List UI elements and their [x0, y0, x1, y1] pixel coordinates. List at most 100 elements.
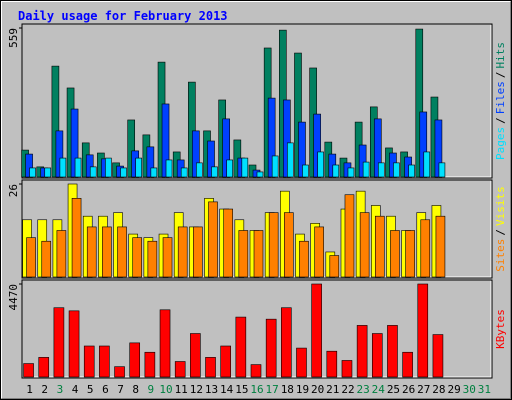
legend-entry: Hits: [494, 42, 507, 69]
bar: [294, 52, 302, 178]
bar: [162, 237, 173, 278]
y-tick-label: 559: [7, 28, 20, 48]
bar: [435, 215, 446, 278]
x-tick-label: 13: [205, 383, 218, 396]
bar: [89, 166, 97, 178]
bar: [211, 166, 218, 178]
bar: [415, 28, 424, 178]
bar: [284, 212, 294, 278]
x-tick-label: 19: [296, 383, 309, 396]
bar: [332, 164, 340, 178]
legend: Sites / Visits: [494, 186, 507, 272]
bar: [223, 208, 233, 278]
bar: [302, 164, 309, 178]
bar: [59, 157, 67, 178]
bar: [377, 162, 385, 178]
x-tick-label: 29: [447, 383, 460, 396]
x-tick-label: 10: [159, 383, 172, 396]
bar: [56, 230, 67, 278]
x-tick-label: 6: [102, 383, 109, 396]
legend-entry: Sites: [494, 239, 507, 272]
bar: [208, 201, 218, 278]
bar: [235, 316, 247, 378]
legend-entry: Visits: [494, 186, 507, 226]
x-tick-label: 8: [132, 383, 139, 396]
bar: [326, 350, 338, 378]
bar: [283, 99, 291, 178]
bar: [296, 347, 307, 378]
bar: [405, 230, 415, 278]
bar: [299, 240, 309, 278]
bar: [68, 310, 80, 378]
bar: [44, 167, 52, 178]
bar: [432, 334, 444, 378]
bar: [253, 230, 264, 278]
x-tick-label: 23: [357, 383, 370, 396]
bar: [356, 325, 368, 378]
x-tick-label: 12: [190, 383, 203, 396]
legend-entry: Pages: [494, 127, 507, 160]
bar: [313, 113, 321, 178]
bar: [190, 333, 201, 378]
x-tick-label: 22: [341, 383, 354, 396]
bar: [329, 255, 340, 278]
x-tick-label: 30: [463, 383, 476, 396]
bar: [150, 167, 158, 178]
bar: [29, 167, 36, 178]
y-tick-label: 26: [7, 184, 20, 197]
bar: [420, 219, 431, 278]
bar: [193, 226, 203, 278]
x-tick-label: 31: [478, 383, 491, 396]
bar: [222, 118, 230, 178]
legend-separator: /: [494, 229, 507, 236]
bar: [371, 333, 383, 378]
legend-entry: Files: [494, 81, 507, 114]
bar: [135, 157, 143, 178]
bar: [287, 142, 294, 178]
bar: [314, 226, 324, 278]
x-tick-label: 5: [87, 383, 94, 396]
bar: [71, 198, 82, 278]
bar: [267, 97, 276, 178]
legend: Pages / Files / Hits: [494, 42, 507, 160]
bar: [117, 226, 127, 278]
bar: [281, 307, 292, 378]
bar: [341, 360, 353, 378]
bar: [417, 283, 429, 378]
bar: [74, 157, 82, 178]
bar: [373, 118, 382, 178]
x-tick-label: 20: [311, 383, 324, 396]
bar: [86, 226, 97, 278]
bar: [374, 215, 385, 278]
bar: [55, 130, 64, 178]
bar: [359, 212, 370, 278]
x-tick-label: 16: [250, 383, 263, 396]
bar: [347, 167, 355, 178]
bar: [26, 237, 36, 278]
x-tick-label: 2: [41, 383, 48, 396]
bar: [51, 65, 60, 178]
bar: [144, 351, 156, 378]
bar: [271, 155, 279, 178]
x-tick-label: 28: [432, 383, 445, 396]
x-tick-label: 7: [117, 383, 124, 396]
bar: [38, 357, 50, 378]
bar: [419, 111, 428, 178]
x-tick-label: 4: [72, 383, 79, 396]
legend: KBytes: [494, 309, 507, 349]
x-tick-label: 25: [387, 383, 400, 396]
x-tick-label: 9: [148, 383, 155, 396]
x-tick-label: 24: [372, 383, 386, 396]
bar: [393, 162, 400, 178]
bar: [238, 230, 249, 278]
x-tick-label: 3: [57, 383, 64, 396]
legend-separator: /: [494, 72, 507, 79]
bar: [226, 159, 233, 178]
bar: [250, 364, 262, 378]
bar: [402, 351, 413, 378]
bar: [85, 154, 94, 178]
bar: [159, 309, 171, 378]
bar: [180, 167, 188, 178]
x-tick-label: 17: [266, 383, 279, 396]
